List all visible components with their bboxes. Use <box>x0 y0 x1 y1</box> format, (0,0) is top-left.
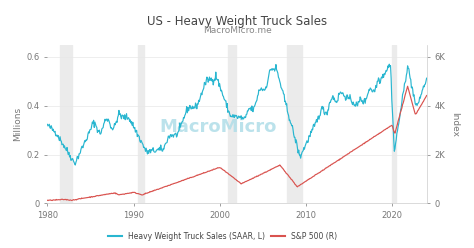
Bar <box>392 45 396 203</box>
Text: MacroMicro: MacroMicro <box>159 118 277 136</box>
Bar <box>287 45 301 203</box>
Bar <box>138 45 144 203</box>
Text: MacroMicro.me: MacroMicro.me <box>202 26 272 35</box>
Title: US - Heavy Weight Truck Sales: US - Heavy Weight Truck Sales <box>147 15 327 28</box>
Y-axis label: Index: Index <box>450 112 459 136</box>
Bar <box>228 45 236 203</box>
Y-axis label: Millions: Millions <box>13 107 22 141</box>
Legend: Heavy Weight Truck Sales (SAAR, L), S&P 500 (R): Heavy Weight Truck Sales (SAAR, L), S&P … <box>105 229 340 244</box>
Bar <box>60 45 72 203</box>
